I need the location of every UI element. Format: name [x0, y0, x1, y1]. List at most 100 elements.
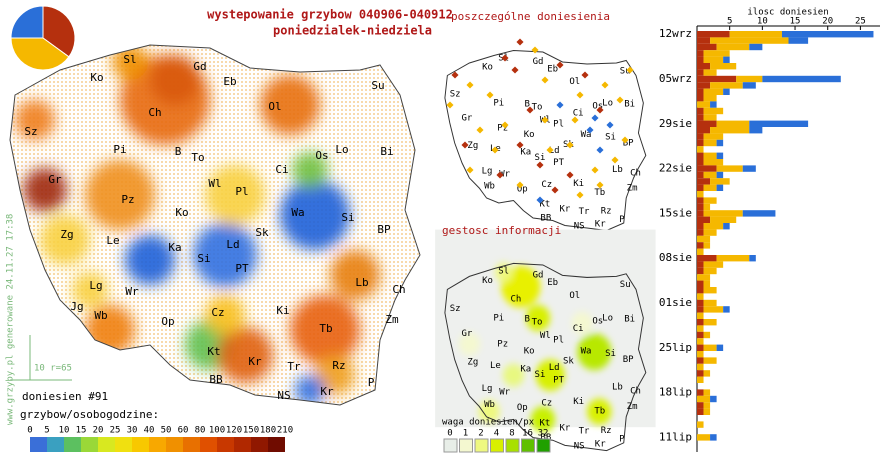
city-label: Gr: [462, 329, 473, 339]
bar: [697, 402, 704, 409]
bar: [697, 107, 704, 115]
density-legend-title: waga doniesien/px: [442, 418, 535, 428]
heat-blob: [315, 355, 355, 395]
city-label: Ka: [520, 148, 531, 158]
city-label: Sz: [450, 304, 461, 314]
city-label: Ko: [482, 63, 493, 73]
city-label: Tr: [579, 426, 590, 436]
city-label: Ki: [276, 304, 289, 317]
bar: [716, 120, 750, 127]
city-label: Cz: [541, 180, 552, 190]
bar: [742, 82, 756, 89]
legend-label: 80: [195, 426, 206, 436]
bar: [703, 344, 717, 351]
city-label: Lb: [612, 165, 623, 175]
heat-blob: [15, 100, 55, 140]
bar: [703, 197, 717, 204]
legend-swatch: [166, 437, 183, 452]
bar: [742, 165, 756, 172]
legend-swatch: [183, 437, 200, 452]
y-tick-label: 18lip: [659, 386, 692, 399]
bar: [697, 274, 711, 281]
bar: [710, 127, 750, 134]
report-marker: [466, 81, 474, 89]
y-tick-label: 15sie: [659, 206, 692, 219]
city-label: Ci: [573, 324, 584, 334]
bar: [697, 229, 704, 236]
bar: [697, 370, 704, 377]
report-marker: [601, 81, 609, 89]
bar: [697, 101, 711, 108]
bar: [703, 267, 717, 275]
bar: [697, 159, 704, 166]
side-note: www.grzyby.pl generowane 24.11.27 17:38: [6, 214, 16, 425]
city-label: PT: [553, 158, 564, 168]
report-marker: [591, 114, 599, 122]
city-label: Pz: [497, 124, 508, 134]
city-label: Cz: [211, 306, 224, 319]
city-label: Tr: [287, 360, 301, 373]
city-label: Ld: [549, 363, 560, 373]
report-marker: [551, 186, 559, 194]
city-label: Tb: [594, 188, 605, 198]
legend-swatch: [217, 437, 234, 452]
density-map-title: gestosc informacji: [442, 224, 561, 237]
legend-swatch: [132, 437, 149, 452]
city-label: To: [532, 318, 543, 328]
city-label: NS: [574, 222, 585, 232]
city-label: Gr: [48, 173, 62, 186]
city-label: Si: [535, 370, 546, 380]
title: wystepowanie grzybow 040906-040912: [207, 8, 453, 22]
city-label: Pz: [497, 340, 508, 350]
bar: [703, 95, 717, 102]
bar: [697, 223, 704, 230]
city-label: BP: [623, 139, 634, 149]
legend-swatch: [505, 438, 520, 453]
bar: [697, 280, 704, 287]
legend-swatch: [98, 437, 115, 452]
bar: [710, 434, 717, 441]
x-tick-label: 15: [790, 17, 801, 27]
city-label: Sl: [123, 53, 136, 66]
bar: [697, 287, 704, 294]
bar: [703, 152, 717, 159]
city-label: Ci: [573, 109, 584, 119]
city-label: Jg: [70, 300, 83, 313]
legend-swatch: [149, 437, 166, 452]
legend-label: 210: [277, 426, 293, 436]
border: [444, 262, 647, 452]
city-label: Sk: [255, 226, 269, 239]
heat-blob: [330, 250, 380, 300]
legend-label: 30: [127, 426, 138, 436]
density-blob: [458, 332, 481, 356]
bar: [697, 95, 704, 102]
city-label: Sz: [450, 90, 461, 100]
city-label: Zg: [60, 228, 73, 241]
legend-swatch: [115, 437, 132, 452]
heat-blob: [85, 160, 155, 230]
bar: [716, 344, 724, 351]
city-label: Lo: [602, 99, 613, 109]
city-label: Wr: [499, 387, 510, 397]
city-label: Bi: [624, 100, 635, 110]
bar: [703, 114, 717, 121]
bar: [723, 223, 730, 230]
report-marker: [501, 54, 509, 62]
city-label: Wb: [94, 309, 107, 322]
y-tick-label: 05wrz: [659, 72, 692, 85]
city-label: Gd: [193, 60, 206, 73]
city-label: PT: [235, 262, 249, 275]
city-label: Ki: [573, 397, 584, 407]
legend-swatch: [474, 438, 489, 453]
legend-label: 32: [538, 429, 549, 439]
bar: [703, 287, 717, 294]
city-label: Su: [620, 67, 631, 77]
city-label: Ol: [569, 291, 580, 301]
y-tick-label: 12wrz: [659, 27, 692, 40]
legend-swatch: [64, 437, 81, 452]
border: [444, 49, 647, 232]
bar: [697, 210, 704, 217]
city-label: Ko: [90, 71, 103, 84]
bar: [697, 299, 704, 307]
